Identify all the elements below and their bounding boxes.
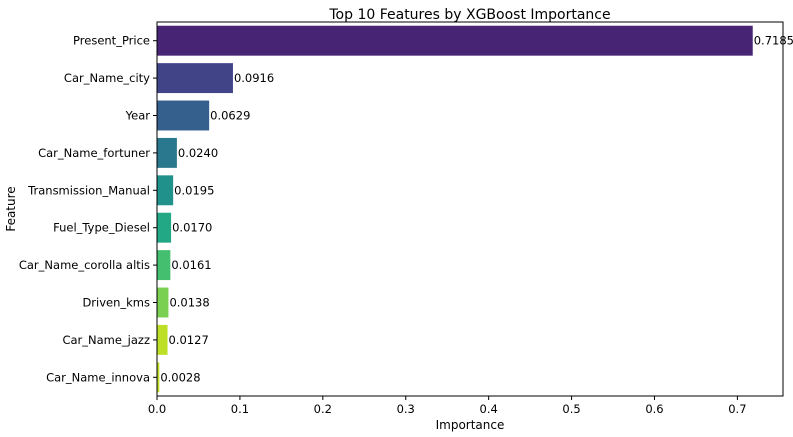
x-axis: 0.0 0.1 0.2 0.3 0.4 0.5 0.6 0.7 <box>148 396 747 416</box>
bar-1 <box>157 63 233 94</box>
x-tick-label-4: 0.4 <box>480 402 498 416</box>
bar-6 <box>157 250 171 281</box>
y-tick-label-0: Present_Price <box>73 34 150 48</box>
x-tick-label-3: 0.3 <box>397 402 415 416</box>
bars-group <box>157 25 753 393</box>
y-tick-label-5: Fuel_Type_Diesel <box>53 221 150 235</box>
y-tick-labels: Present_Price Car_Name_city Year Car_Name_f… <box>19 34 157 384</box>
x-tick-label-5: 0.5 <box>562 402 580 416</box>
value-label-2: 0.0629 <box>210 109 250 123</box>
bar-9 <box>157 362 160 393</box>
value-label-0: 0.7185 <box>754 34 793 48</box>
value-label-8: 0.0127 <box>169 333 209 347</box>
value-label-9: 0.0028 <box>160 370 200 384</box>
y-axis-label: Feature <box>4 186 18 231</box>
y-tick-label-3: Car_Name_fortuner <box>38 146 150 160</box>
value-labels: 0.7185 0.0916 0.0629 0.0240 0.0195 0.0170 0.01… <box>160 34 793 385</box>
value-label-4: 0.0195 <box>174 183 214 197</box>
y-tick-label-4: Transmission_Manual <box>27 183 150 197</box>
value-label-7: 0.0138 <box>169 296 209 310</box>
y-tick-label-2: Year <box>125 109 151 123</box>
value-label-1: 0.0916 <box>234 71 274 85</box>
bar-8 <box>157 324 168 355</box>
y-tick-label-1: Car_Name_city <box>64 71 150 85</box>
plot-frame <box>156 21 784 397</box>
x-tick-label-7: 0.7 <box>728 402 746 416</box>
bar-2 <box>157 100 210 131</box>
x-axis-label: Importance <box>436 418 505 432</box>
x-tick-label-0: 0.0 <box>148 402 166 416</box>
bar-4 <box>157 175 174 206</box>
chart-title: Top 10 Features by XGBoost Importance <box>328 7 610 23</box>
bar-5 <box>157 212 172 243</box>
bar-3 <box>157 137 177 168</box>
x-tick-label-6: 0.6 <box>645 402 663 416</box>
value-label-6: 0.0161 <box>171 258 211 272</box>
value-label-3: 0.0240 <box>178 146 218 160</box>
x-tick-label-2: 0.2 <box>314 402 332 416</box>
y-tick-label-6: Car_Name_corolla altis <box>19 258 150 272</box>
value-label-5: 0.0170 <box>172 221 212 235</box>
y-tick-label-7: Driven_kms <box>82 296 150 310</box>
y-tick-label-9: Car_Name_innova <box>46 370 150 384</box>
bar-7 <box>157 287 169 318</box>
x-tick-label-1: 0.1 <box>231 402 249 416</box>
bar-0 <box>157 25 753 56</box>
y-tick-label-8: Car_Name_jazz <box>62 333 150 347</box>
